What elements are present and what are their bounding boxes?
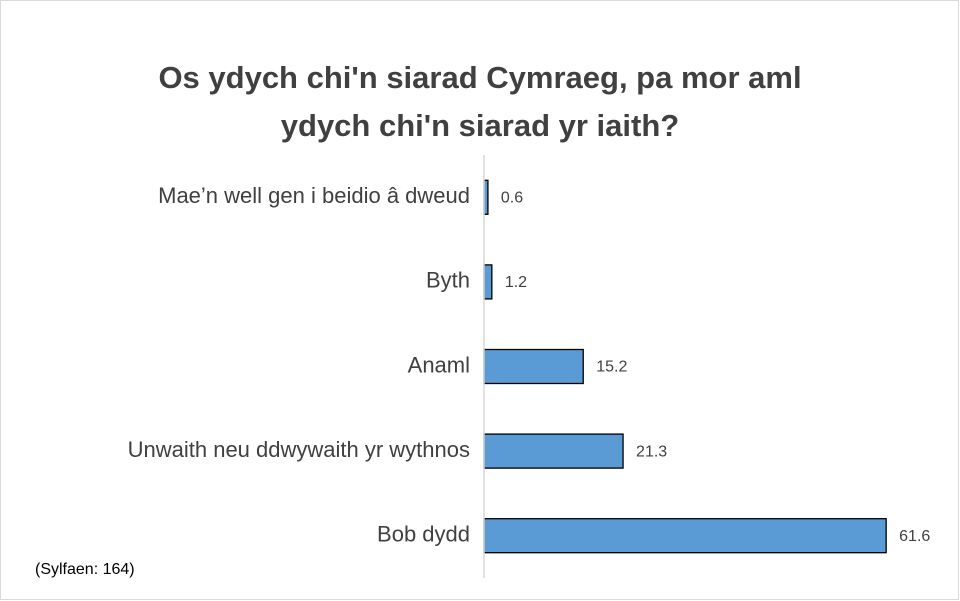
value-label: 0.6 — [501, 190, 523, 207]
annotation: (Sylfaen: 164) — [35, 561, 135, 578]
value-label: 1.2 — [505, 274, 527, 291]
bar — [483, 433, 624, 469]
y-tick-label: Anaml — [408, 352, 470, 377]
value-label: 21.3 — [636, 443, 667, 460]
value-label: 61.6 — [899, 528, 930, 545]
bar — [483, 518, 887, 554]
y-tick-label: Unwaith neu ddwywaith yr wythnos — [128, 437, 470, 462]
bar — [483, 264, 493, 300]
y-tick-label: Bob dydd — [377, 522, 470, 547]
chart-title: Os ydych chi'n siarad Cymraeg, pa mor am… — [158, 60, 801, 95]
value-label: 15.2 — [596, 359, 627, 376]
y-tick-label: Byth — [426, 268, 470, 293]
y-tick-label: Mae’n well gen i beidio â dweud — [158, 183, 470, 208]
chart-title: ydych chi'n siarad yr iaith? — [281, 108, 679, 143]
bar — [483, 348, 584, 385]
